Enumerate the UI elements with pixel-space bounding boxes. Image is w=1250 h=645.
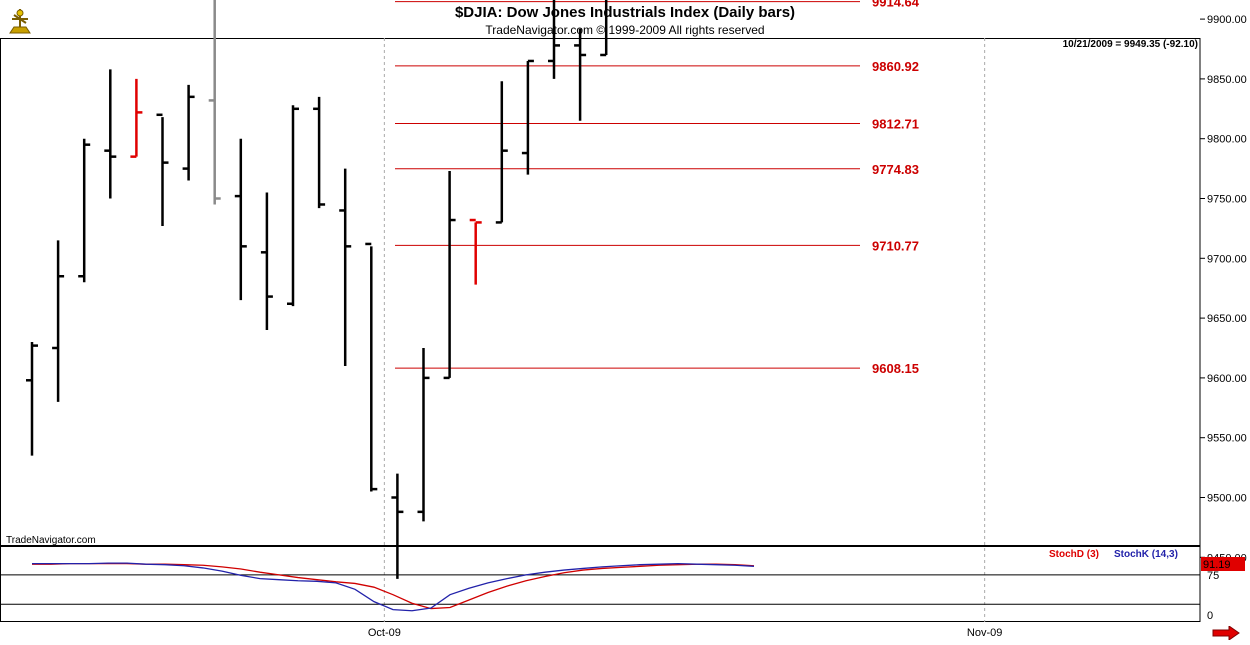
x-tick-label: Nov-09: [967, 627, 1002, 639]
stoch-tick-label: 0: [1207, 610, 1213, 622]
stoch-d-line: [32, 562, 755, 610]
stoch-tick-label: 75: [1207, 570, 1219, 582]
last-quote: 10/21/2009 = 9949.35 (-92.10): [1062, 39, 1198, 50]
watermark: TradeNavigator.com: [6, 535, 96, 546]
stoch-d-legend: StochD (3): [1049, 549, 1099, 560]
support-label: 9608.15: [872, 361, 919, 376]
price-panel-border: [0, 38, 1201, 547]
sextant-icon: [4, 5, 36, 37]
y-tick-label: 9650.00: [1207, 313, 1247, 325]
y-tick-label: 9600.00: [1207, 373, 1247, 385]
y-tick-label: 9800.00: [1207, 134, 1247, 146]
y-tick-label: 9550.00: [1207, 433, 1247, 445]
x-tick-label: Oct-09: [368, 627, 401, 639]
scroll-right-arrow-icon[interactable]: [1212, 625, 1240, 641]
chart-title: $DJIA: Dow Jones Industrials Index (Dail…: [454, 4, 796, 21]
stoch-last-label: 91.19: [1203, 559, 1231, 571]
support-label: 9710.77: [872, 238, 919, 253]
stoch-panel-border: [0, 545, 1201, 622]
stoch-k-legend: StochK (14,3): [1114, 549, 1178, 560]
y-tick-label: 9750.00: [1207, 194, 1247, 206]
y-tick-label: 9850.00: [1207, 74, 1247, 86]
copyright-subtitle: TradeNavigator.com © 1999-2009 All right…: [485, 23, 765, 37]
support-label: 9774.83: [872, 162, 919, 177]
support-label: 9914.64: [872, 0, 920, 10]
stoch-k-line: [32, 562, 755, 612]
y-tick-label: 9700.00: [1207, 253, 1247, 265]
y-tick-label: 9500.00: [1207, 493, 1247, 505]
stoch-last-box: [1201, 557, 1245, 571]
support-label: 9860.92: [872, 59, 919, 74]
support-label: 9812.71: [872, 116, 919, 131]
y-tick-label: 9900.00: [1207, 14, 1247, 26]
